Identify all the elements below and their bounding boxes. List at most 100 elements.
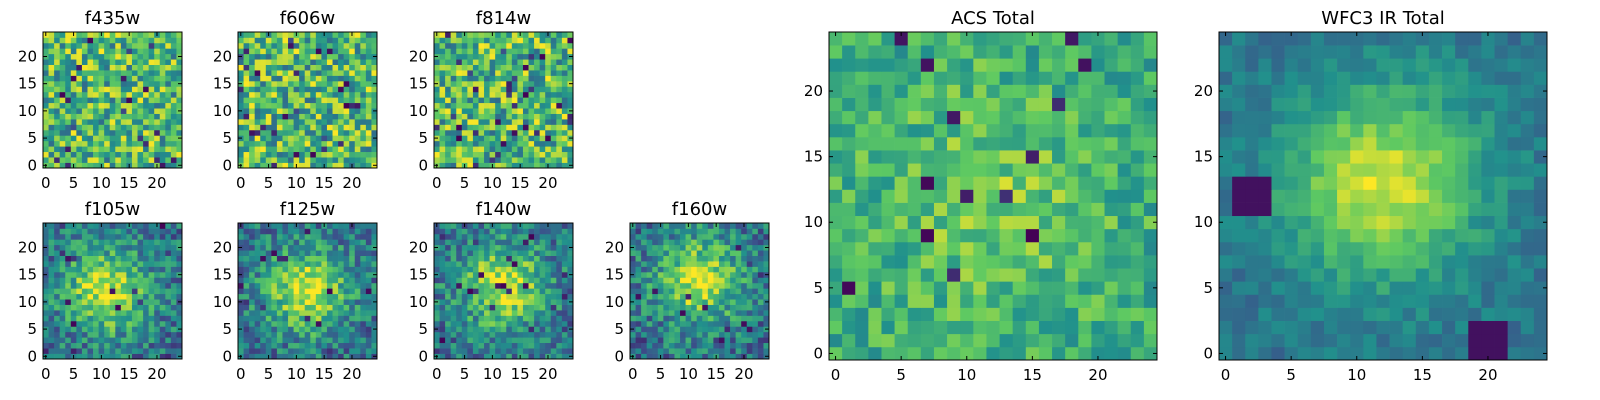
heatmap-cell	[556, 119, 563, 125]
heatmap-cell	[43, 337, 49, 344]
heatmap-cell	[260, 244, 267, 251]
heatmap-cell	[960, 333, 974, 348]
heatmap-cell	[360, 277, 367, 284]
heatmap-cell	[360, 97, 367, 104]
heatmap-cell	[288, 75, 294, 82]
heatmap-cell	[1052, 163, 1066, 177]
heatmap-cell	[65, 129, 72, 136]
y-tick-label: 5	[222, 320, 232, 338]
heatmap-cell	[243, 348, 250, 354]
heatmap-cell	[522, 42, 529, 49]
heatmap-cell	[98, 304, 105, 311]
heatmap-cell	[243, 250, 250, 256]
heatmap-cell	[522, 293, 529, 300]
heatmap-cell	[434, 119, 440, 125]
heatmap-cell	[1025, 215, 1040, 230]
heatmap-cell	[561, 75, 568, 82]
heatmap-cell	[528, 261, 535, 267]
heatmap-cell	[1104, 268, 1118, 282]
heatmap-cell	[120, 223, 127, 229]
heatmap-cell	[98, 146, 105, 153]
heatmap-cell	[894, 281, 909, 295]
heatmap-cell	[159, 244, 166, 251]
heatmap-cell	[545, 97, 552, 104]
heatmap-cell	[354, 48, 361, 55]
heatmap-cell	[54, 250, 61, 256]
heatmap-cell	[70, 80, 77, 87]
heatmap-cell	[154, 293, 161, 300]
heatmap-cell	[472, 162, 479, 169]
heatmap-cell	[434, 37, 440, 44]
heatmap-cell	[641, 304, 648, 311]
heatmap-cell	[506, 282, 513, 289]
y-tick-label: 20	[605, 238, 624, 256]
heatmap-cell	[126, 102, 133, 109]
heatmap-cell	[641, 342, 648, 349]
heatmap-cell	[999, 320, 1014, 335]
heatmap-cell	[522, 288, 529, 295]
heatmap-cell	[522, 266, 529, 273]
heatmap-cell	[484, 353, 490, 360]
heatmap-cell	[93, 331, 99, 338]
heatmap-cell	[489, 228, 496, 235]
heatmap-cell	[550, 233, 557, 240]
heatmap-cell	[310, 348, 317, 354]
heatmap-cell	[1052, 268, 1066, 282]
heatmap-cell	[115, 124, 122, 131]
heatmap-cell	[730, 353, 736, 360]
heatmap-cell	[365, 223, 372, 229]
heatmap-cell	[271, 108, 278, 114]
heatmap-cell	[360, 244, 367, 251]
heatmap-cell	[310, 157, 317, 163]
heatmap-cell	[829, 281, 843, 295]
heatmap-cell	[76, 91, 83, 98]
heatmap-cell	[702, 255, 709, 262]
heatmap-cell	[746, 277, 753, 284]
heatmap-cell	[674, 348, 681, 354]
heatmap-cell	[680, 250, 686, 256]
heatmap-cell	[652, 331, 659, 338]
heatmap-cell	[439, 102, 446, 109]
heatmap-cell	[467, 146, 474, 153]
heatmap-cell	[276, 97, 283, 104]
heatmap-cell	[131, 70, 138, 76]
heatmap-cell	[354, 75, 361, 82]
heatmap-cell	[545, 277, 552, 284]
heatmap-cell	[288, 250, 294, 256]
heatmap-cell	[657, 299, 664, 305]
heatmap-cell	[663, 326, 670, 333]
heatmap-cell	[484, 157, 490, 163]
heatmap-cell	[260, 326, 267, 333]
heatmap-cell	[338, 250, 344, 256]
heatmap-cell	[500, 75, 507, 82]
heatmap-cell	[741, 315, 748, 322]
heatmap-cell	[450, 315, 457, 322]
heatmap-cell	[365, 53, 372, 60]
heatmap-cell	[668, 353, 675, 360]
heatmap-cell	[567, 223, 574, 229]
heatmap-cell	[148, 113, 155, 120]
heatmap-cell	[484, 261, 490, 267]
heatmap-cell	[741, 239, 748, 246]
heatmap-cell	[685, 233, 692, 240]
heatmap-cell	[668, 228, 675, 235]
heatmap-cell	[534, 223, 540, 229]
heatmap-cell	[54, 162, 61, 169]
heatmap-cell	[467, 162, 474, 169]
heatmap-cell	[254, 304, 261, 311]
heatmap-cell	[567, 293, 574, 300]
heatmap-cell	[159, 80, 166, 87]
panel-title: f105w	[85, 199, 140, 220]
heatmap-cell	[310, 244, 317, 251]
heatmap-cell	[159, 331, 166, 338]
heatmap-cell	[763, 250, 770, 256]
heatmap-cell	[528, 37, 535, 44]
heatmap-cell	[310, 255, 317, 262]
heatmap-cell	[310, 228, 317, 235]
heatmap-cell	[115, 102, 122, 109]
heatmap-cell	[170, 282, 177, 289]
heatmap-cell	[299, 304, 306, 311]
heatmap-cell	[868, 294, 882, 308]
heatmap-cell	[450, 353, 457, 360]
heatmap-cell	[511, 102, 518, 109]
